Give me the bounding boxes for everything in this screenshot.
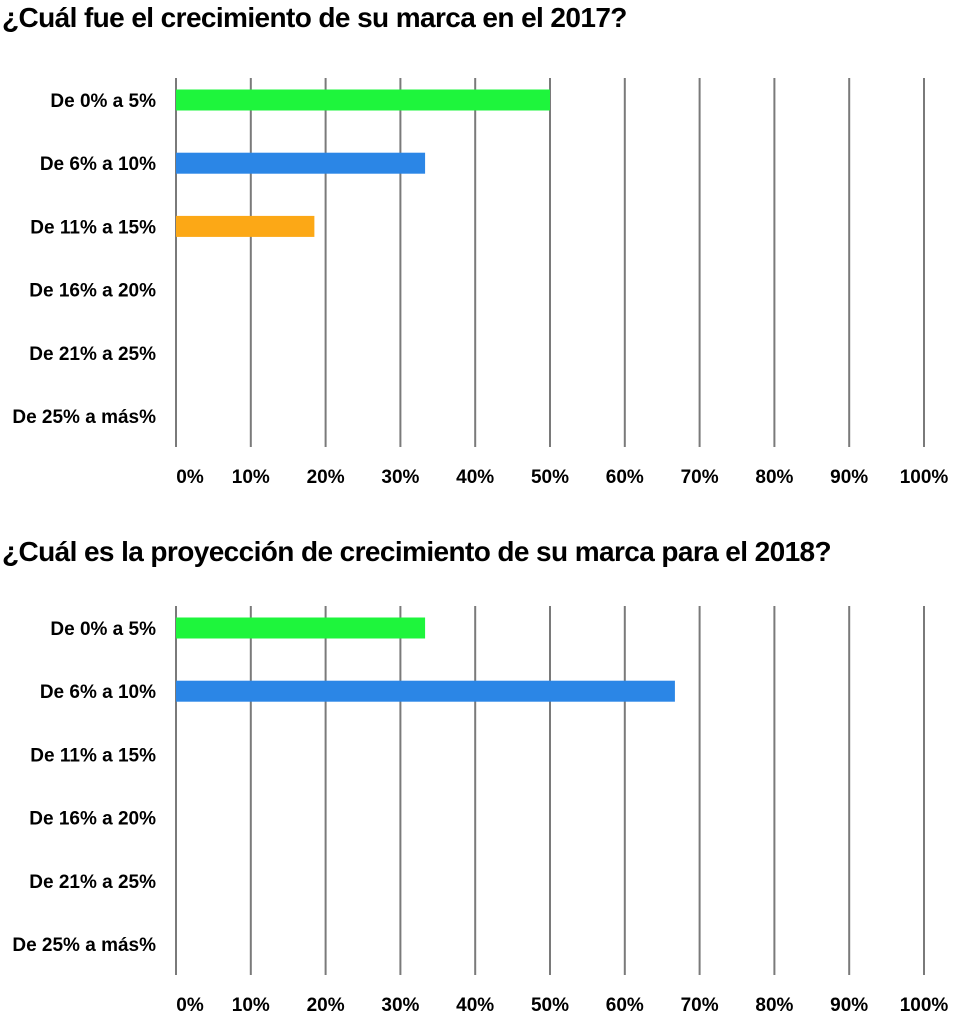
x-tick-label: 50% — [531, 467, 569, 488]
category-label: De 21% a 25% — [29, 344, 156, 365]
chart-plot: De 0% a 5% De 6% a 10% De 11% a 15% De 16% … — [12, 78, 949, 488]
chart-2018: ¿Cuál es la proyección de crecimiento de… — [0, 528, 960, 1024]
bar — [176, 89, 550, 111]
chart-2017: ¿Cuál fue el crecimiento de su marca en … — [0, 0, 960, 500]
x-tick-label: 90% — [830, 467, 868, 488]
category-label: De 25% a más% — [12, 407, 156, 428]
x-tick-label: 30% — [381, 467, 419, 488]
chart-title: ¿Cuál es la proyección de crecimiento de… — [2, 536, 832, 567]
category-label: De 16% a 20% — [29, 281, 156, 302]
x-tick-label: 70% — [681, 467, 719, 488]
x-tick-label: 100% — [900, 995, 949, 1016]
x-tick-label: 70% — [681, 995, 719, 1016]
x-tick-label: 100% — [900, 467, 949, 488]
x-tick-label: 60% — [606, 467, 644, 488]
x-tick-label: 50% — [531, 995, 569, 1016]
x-tick-label: 90% — [830, 995, 868, 1016]
bar — [176, 152, 426, 174]
x-tick-label: 20% — [307, 467, 345, 488]
bar — [176, 617, 426, 639]
category-label: De 6% a 10% — [40, 682, 156, 703]
category-label: De 11% a 15% — [30, 217, 156, 238]
x-tick-label: 20% — [307, 995, 345, 1016]
x-tick-label: 80% — [755, 467, 793, 488]
x-tick-label: 0% — [176, 995, 204, 1016]
chart-plot: De 0% a 5% De 6% a 10% De 11% a 15% De 16% … — [12, 606, 949, 1016]
bar — [176, 215, 315, 237]
x-tick-label: 40% — [456, 995, 494, 1016]
x-tick-label: 30% — [381, 995, 419, 1016]
category-label: De 0% a 5% — [50, 91, 156, 112]
chart-title: ¿Cuál fue el crecimiento de su marca en … — [2, 2, 627, 33]
category-label: De 25% a más% — [12, 935, 156, 956]
x-tick-label: 80% — [755, 995, 793, 1016]
x-tick-label: 10% — [232, 995, 270, 1016]
x-tick-label: 40% — [456, 467, 494, 488]
category-label: De 16% a 20% — [29, 809, 156, 830]
x-tick-label: 60% — [606, 995, 644, 1016]
category-label: De 21% a 25% — [29, 872, 156, 893]
x-tick-label: 10% — [232, 467, 270, 488]
x-tick-label: 0% — [176, 467, 204, 488]
category-label: De 0% a 5% — [50, 619, 156, 640]
category-label: De 11% a 15% — [30, 745, 156, 766]
bar — [176, 680, 675, 702]
category-label: De 6% a 10% — [40, 154, 156, 175]
